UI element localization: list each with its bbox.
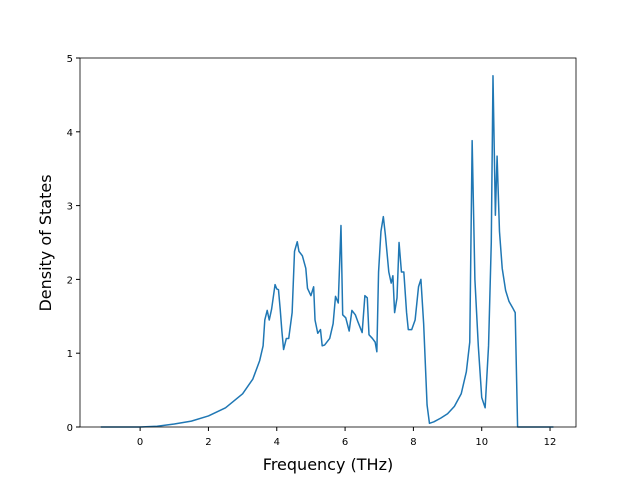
y-tick-label: 5 xyxy=(67,54,73,65)
x-tick-label: 12 xyxy=(544,437,557,448)
y-tick-label: 3 xyxy=(67,202,73,213)
y-tick-label: 2 xyxy=(67,275,73,286)
x-tick-label: 2 xyxy=(205,437,211,448)
y-tick-label: 1 xyxy=(67,349,73,360)
y-axis-label: Density of States xyxy=(36,174,55,311)
x-tick-label: 10 xyxy=(475,437,488,448)
y-tick-label: 0 xyxy=(67,423,73,434)
x-tick-label: 4 xyxy=(274,437,280,448)
y-tick-label: 4 xyxy=(67,128,73,139)
x-axis-label: Frequency (THz) xyxy=(263,455,393,474)
x-tick-label: 0 xyxy=(137,437,143,448)
axes-frame xyxy=(79,57,577,428)
x-tick-label: 8 xyxy=(410,437,416,448)
x-tick-label: 6 xyxy=(342,437,348,448)
dos-line xyxy=(100,74,554,428)
